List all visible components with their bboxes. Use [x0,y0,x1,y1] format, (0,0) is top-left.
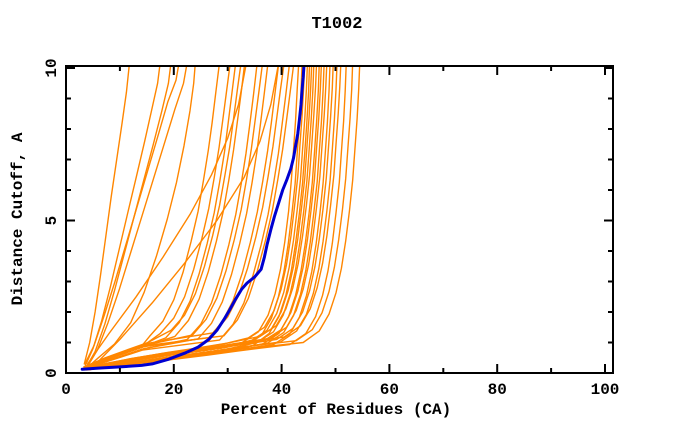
model-curve [84,66,290,370]
x-tick-label: 20 [164,381,183,399]
x-tick-label: 100 [591,381,620,399]
model-curve [85,66,328,370]
tick-labels: 0 20 40 60 80 100 0 5 10 [43,58,619,399]
model-curve [83,66,130,365]
curves-group [80,66,361,371]
x-tick-label: 40 [272,381,291,399]
plot-border [65,65,614,374]
plot-area: 0 20 40 60 80 100 0 5 10 [43,58,619,399]
model-curve [84,66,318,369]
model-curve [83,66,280,368]
model-curve [84,66,180,365]
model-curve [92,66,279,368]
x-axis-label: Percent of Residues (CA) [221,401,451,419]
model-curve [85,66,172,368]
axis-ticks [65,66,613,374]
model-curve [85,66,269,369]
model-curve [86,66,334,370]
model-curve [84,66,161,367]
x-tick-label: 80 [488,381,507,399]
model-curve [87,66,242,367]
model-curve [87,66,342,369]
model-curve [87,66,285,367]
highlighted-curve [80,66,306,371]
y-axis-label: Distance Cutoff, A [9,132,27,305]
y-tick-label: 10 [43,58,61,77]
x-tick-label: 60 [380,381,399,399]
model-curve [86,66,188,367]
x-tick-label: 0 [61,381,71,399]
y-tick-label: 5 [43,216,61,226]
model-curve [86,66,247,365]
y-tick-label: 0 [43,368,61,378]
chart-title: T1002 [311,15,362,34]
model-curve [86,66,295,368]
model-curve [87,66,196,368]
